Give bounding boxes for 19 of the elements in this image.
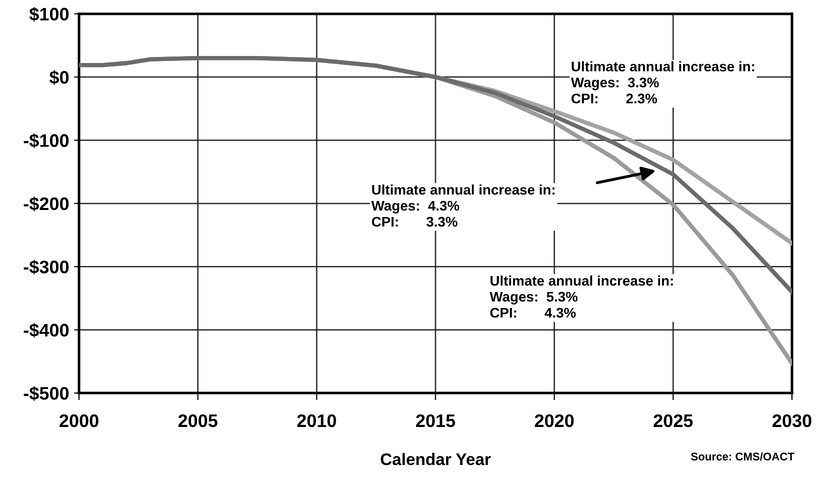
y-tick-label: -$300 [24,260,69,275]
annotation: Ultimate annual increase in: Wages: 4.3% CPI: 3.3% [371,184,554,227]
x-tick-label: 2015 [416,414,456,428]
y-tick-label: -$200 [24,196,69,212]
y-tick-label: $100 [29,6,69,22]
y-tick-label: -$500 [24,386,69,401]
x-axis-title: Calendar Year [380,452,491,466]
x-tick-label: 2030 [772,414,812,428]
y-tick-label: $0 [49,70,69,85]
y-tick-label: -$400 [24,322,69,338]
y-tick-label: -$100 [24,133,69,148]
annotation: Ultimate annual increase in: Wages: 5.3% CPI: 4.3% [490,275,673,318]
x-tick-label: 2005 [178,414,218,428]
source-note: Source: CMS/OACT [691,452,794,461]
x-tick-label: 2010 [297,414,336,428]
annotation: Ultimate annual increase in: Wages: 3.3% CPI: 2.3% [570,61,754,104]
x-tick-label: 2020 [534,414,574,428]
x-tick-label: 2025 [654,414,693,428]
x-tick-label: 2000 [60,414,98,428]
